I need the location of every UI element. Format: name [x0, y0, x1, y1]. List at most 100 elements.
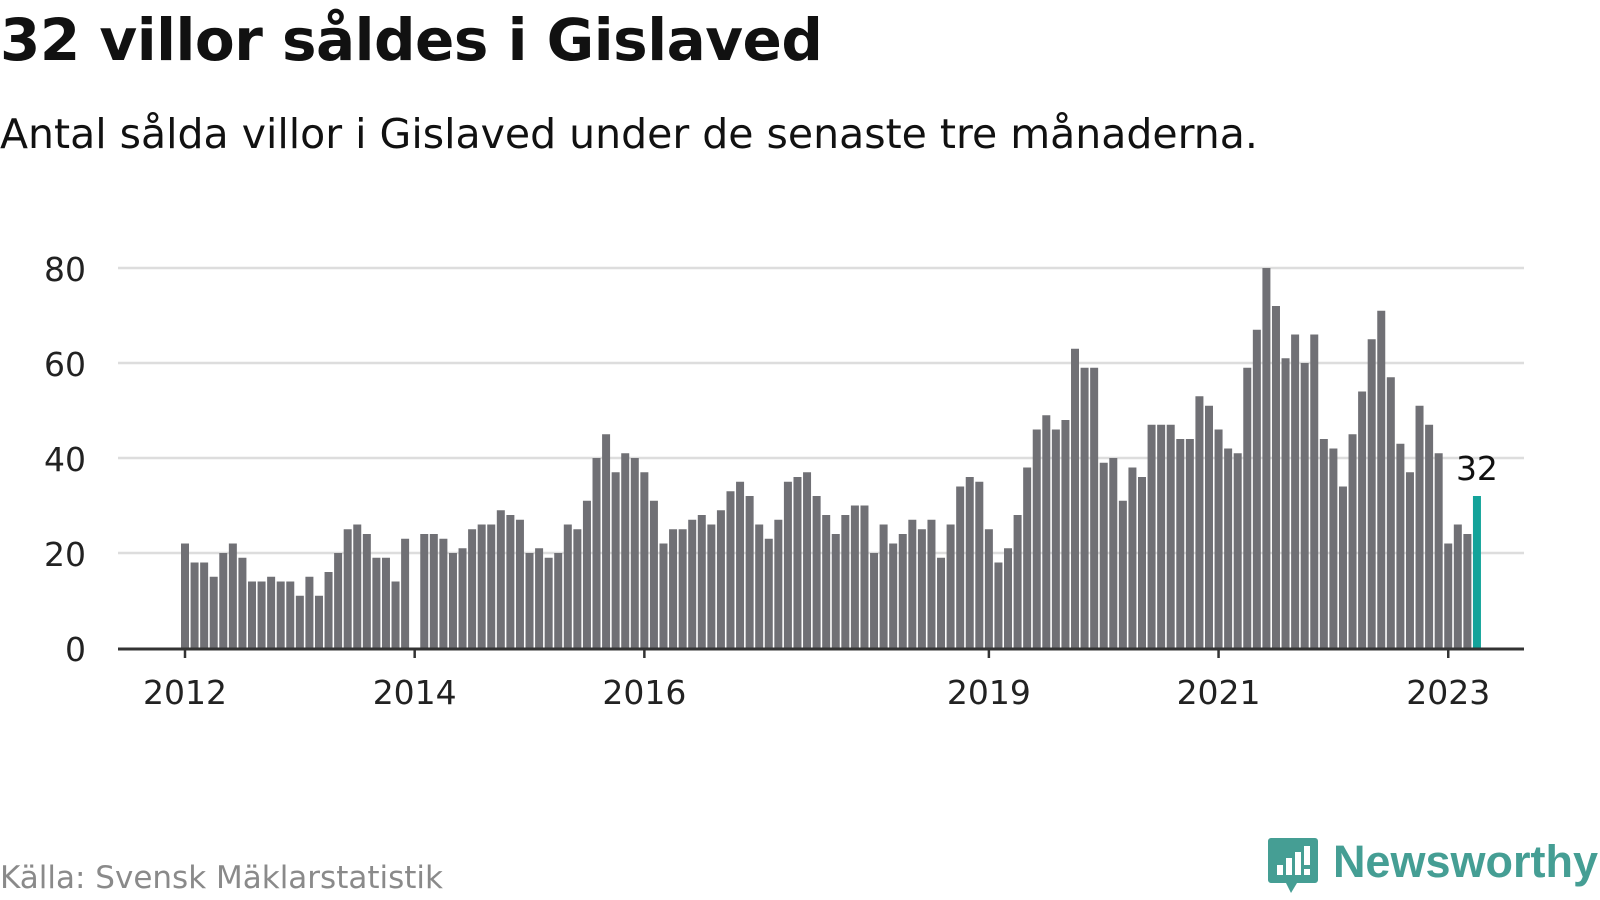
- bar: [1080, 367, 1089, 648]
- x-tick-label: 2023: [1406, 673, 1490, 710]
- bar: [506, 515, 515, 648]
- bar: [908, 519, 917, 648]
- bar: [1425, 424, 1434, 648]
- bar: [1300, 363, 1309, 648]
- bar: [535, 548, 544, 648]
- bar: [1147, 424, 1156, 648]
- bar: [1453, 524, 1462, 648]
- highlight-value-label: 32: [1456, 449, 1498, 488]
- bar: [716, 510, 725, 648]
- bar: [898, 534, 907, 648]
- bar: [1444, 543, 1453, 648]
- bar: [267, 576, 276, 648]
- bar: [841, 515, 850, 648]
- bar: [286, 581, 295, 648]
- newsworthy-logo-icon: [1267, 836, 1319, 900]
- bar: [295, 595, 304, 648]
- bar-chart: 0 20 40 60 80 2012 2014 2016 2019 2021 2023 32: [44, 250, 1524, 710]
- brand-name: Newsworthy: [1332, 836, 1598, 887]
- bar: [1051, 429, 1060, 648]
- bar: [726, 491, 735, 648]
- bar: [1032, 429, 1041, 648]
- y-tick-label: 0: [65, 630, 86, 669]
- bar: [1071, 348, 1080, 648]
- bar: [697, 515, 706, 648]
- bar: [496, 510, 505, 648]
- bar: [181, 543, 189, 648]
- bar: [1358, 391, 1367, 648]
- y-tick-label: 40: [44, 440, 86, 479]
- bar: [1090, 367, 1099, 648]
- y-tick-label: 60: [44, 345, 86, 384]
- bar: [1405, 472, 1414, 648]
- bar: [822, 515, 831, 648]
- x-axis: 2012 2014 2016 2019 2021 2023: [118, 647, 1524, 710]
- bar: [975, 481, 984, 648]
- bar: [621, 453, 630, 648]
- bar: [391, 581, 400, 648]
- bar: [640, 472, 649, 648]
- bar: [1099, 462, 1108, 648]
- bar: [870, 553, 879, 648]
- bar: [1243, 367, 1252, 648]
- bar: [1224, 448, 1233, 648]
- bar: [343, 529, 352, 648]
- bar: [611, 472, 620, 648]
- bar: [1004, 548, 1013, 648]
- bar: [707, 524, 716, 648]
- bar: [1386, 377, 1395, 648]
- chart-subtitle: Antal sålda villor i Gislaved under de s…: [0, 110, 1258, 158]
- bar: [477, 524, 486, 648]
- bar: [1157, 424, 1166, 648]
- bar: [563, 524, 572, 648]
- bar: [305, 576, 314, 648]
- bar: [401, 538, 410, 648]
- bar: [669, 529, 678, 648]
- bar: [228, 543, 237, 648]
- bar: [793, 477, 802, 648]
- bar: [1338, 486, 1347, 648]
- bar: [850, 505, 859, 648]
- bar: [420, 534, 429, 648]
- gridlines: [118, 266, 1524, 555]
- bar: [831, 534, 840, 648]
- bar: [429, 534, 438, 648]
- bar: [764, 538, 773, 648]
- bar: [1396, 443, 1405, 648]
- bar: [755, 524, 764, 648]
- x-tick-label: 2016: [602, 673, 686, 710]
- x-tick-label: 2021: [1177, 673, 1261, 710]
- chart-title: 32 villor såldes i Gislaved: [0, 6, 823, 74]
- bar: [1138, 477, 1146, 648]
- bar: [458, 548, 467, 648]
- bar: [219, 553, 228, 648]
- bar: [1023, 467, 1032, 648]
- bar: [525, 553, 534, 648]
- bar: [745, 496, 754, 648]
- bar: [630, 458, 639, 648]
- x-tick-label: 2012: [143, 673, 227, 710]
- bar: [927, 519, 936, 648]
- bar: [659, 543, 668, 648]
- bar: [439, 538, 448, 648]
- bar-series: [181, 268, 1481, 648]
- bar: [190, 562, 199, 648]
- bar: [1252, 329, 1261, 648]
- bar: [468, 529, 477, 648]
- bar: [1128, 467, 1137, 648]
- bar: [353, 524, 362, 648]
- bar: [515, 519, 524, 648]
- bar: [1214, 429, 1223, 648]
- bar: [554, 553, 563, 648]
- source-note: Källa: Svensk Mäklarstatistik: [0, 860, 443, 896]
- y-tick-label: 80: [44, 250, 86, 289]
- bar: [1415, 405, 1424, 648]
- bar: [649, 500, 658, 648]
- bar: [946, 524, 955, 648]
- bar: [257, 581, 266, 648]
- bar: [1310, 334, 1319, 648]
- bar: [917, 529, 926, 648]
- bar: [1109, 458, 1118, 648]
- bar: [774, 519, 783, 648]
- bar: [965, 477, 974, 648]
